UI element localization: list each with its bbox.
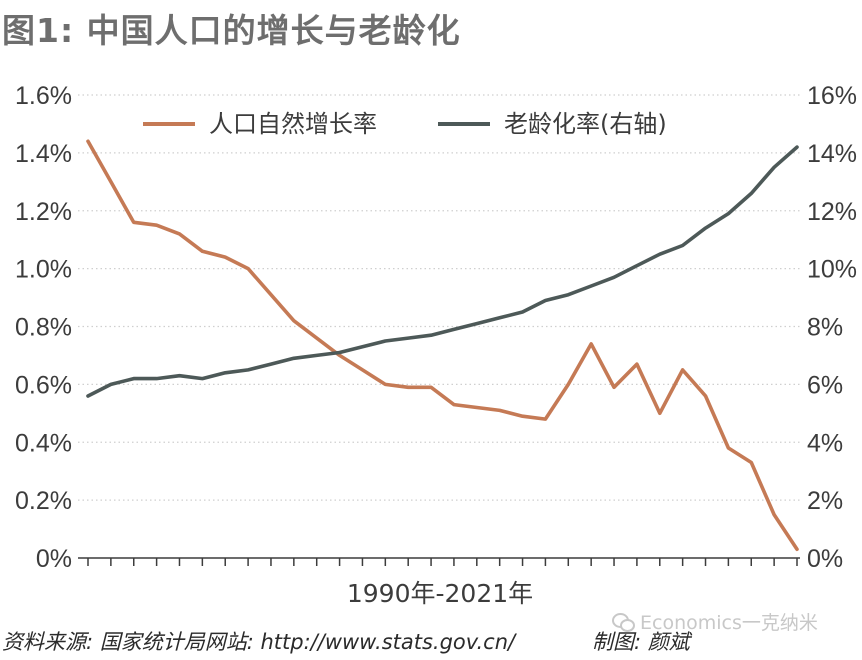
y-right-tick-label: 16% bbox=[807, 82, 857, 110]
y-right-tick-label: 10% bbox=[807, 256, 857, 284]
y-left-tick-label: 1.4% bbox=[15, 140, 72, 168]
grid-lines bbox=[78, 94, 800, 501]
watermark: Economics一克纳米 bbox=[612, 608, 818, 635]
line-chart: 0% 0% 0.2% 2% 0.4% 4% 0.6% 6% 0.8% 8% 1.0% 10% 1.2% 1… bbox=[15, 82, 857, 608]
y-right-tick-label: 2% bbox=[807, 487, 843, 515]
legend-label-aging: 老龄化率(右轴) bbox=[504, 110, 667, 138]
y-left-tick-label: 0.6% bbox=[15, 371, 72, 399]
y-left-tick-label: 0.2% bbox=[15, 487, 72, 515]
y-right-tick-label: 4% bbox=[807, 429, 843, 457]
y-right-tick-label: 12% bbox=[807, 198, 857, 226]
y-right-tick-label: 14% bbox=[807, 140, 857, 168]
legend: 人口自然增长率 老龄化率(右轴) bbox=[143, 110, 667, 138]
series-line-growth bbox=[86, 139, 799, 552]
y-left-tick-label: 1.6% bbox=[15, 82, 72, 110]
y-right-tick-label: 8% bbox=[807, 314, 843, 342]
source-note: 资料来源: 国家统计局网站: http://www.stats.gov.cn/ bbox=[2, 630, 516, 654]
series-line-aging bbox=[86, 145, 799, 398]
x-axis-label: 1990年-2021年 bbox=[347, 579, 533, 608]
y-right-tick-label: 0% bbox=[807, 545, 843, 573]
wechat-icon bbox=[612, 612, 635, 632]
series-lines bbox=[86, 139, 799, 552]
legend-label-growth: 人口自然增长率 bbox=[209, 110, 377, 138]
y-left-tick-label: 0% bbox=[36, 545, 72, 573]
y-right-tick-label: 6% bbox=[807, 371, 843, 399]
y-left-tick-label: 1.2% bbox=[15, 198, 72, 226]
y-left-tick-label: 0.8% bbox=[15, 314, 72, 342]
y-left-tick-label: 0.4% bbox=[15, 429, 72, 457]
figure-title: 图1: 中国人口的增长与老龄化 bbox=[2, 11, 461, 50]
axes: 0% 0% 0.2% 2% 0.4% 4% 0.6% 6% 0.8% 8% 1.0% 10% 1.2% 1… bbox=[15, 82, 857, 573]
y-left-tick-label: 1.0% bbox=[15, 256, 72, 284]
author-note: 制图: 颜斌 bbox=[592, 630, 690, 654]
watermark-text: Economics一克纳米 bbox=[640, 612, 818, 634]
